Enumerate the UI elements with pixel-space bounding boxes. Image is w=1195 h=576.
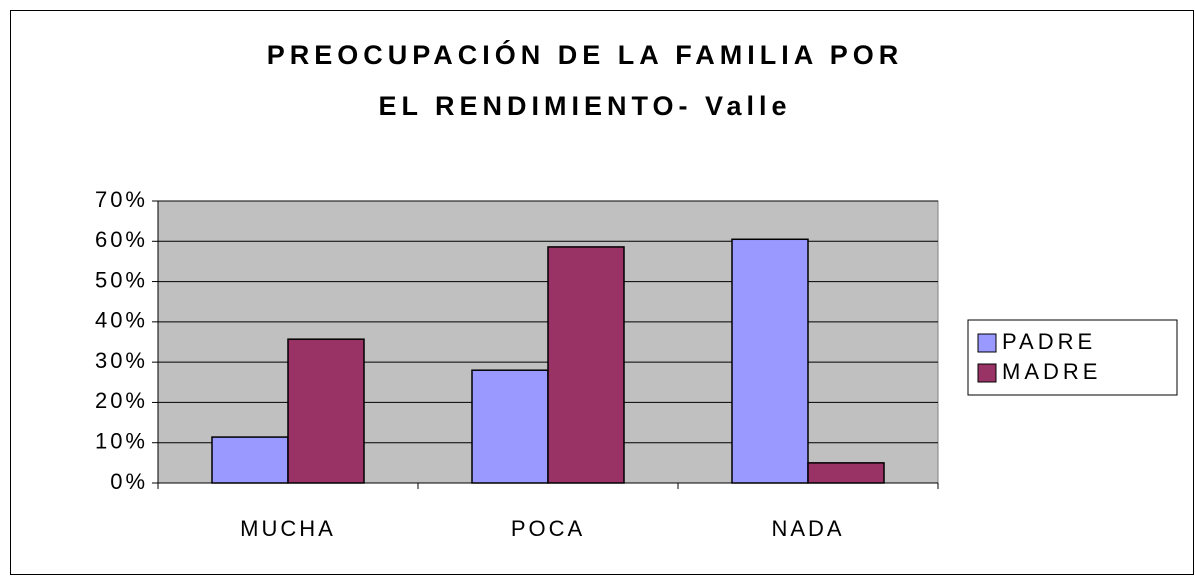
y-tick-label: 0% — [110, 469, 148, 494]
x-tick-label: POCA — [511, 516, 585, 541]
chart-title: EL RENDIMIENTO- Valle — [378, 91, 791, 121]
y-tick-label: 10% — [95, 429, 148, 454]
bar — [731, 238, 809, 484]
bar — [547, 246, 625, 484]
legend — [967, 319, 1178, 396]
bar — [211, 436, 289, 484]
bar — [287, 338, 365, 484]
chart-title: PREOCUPACIÓN DE LA FAMILIA POR — [267, 39, 904, 70]
y-tick-label: 60% — [95, 227, 148, 252]
y-tick-label: 40% — [95, 308, 148, 333]
legend-swatch — [977, 333, 997, 353]
bar — [471, 369, 549, 484]
x-tick-label: MUCHA — [240, 516, 336, 541]
y-tick-label: 70% — [95, 187, 148, 212]
bar — [807, 462, 885, 484]
legend-swatch — [977, 363, 997, 383]
legend-label: PADRE — [1002, 329, 1096, 354]
y-tick-label: 30% — [95, 348, 148, 373]
x-tick-label: NADA — [771, 516, 844, 541]
y-tick-label: 20% — [95, 388, 148, 413]
y-tick-label: 50% — [95, 267, 148, 292]
legend-label: MADRE — [1002, 359, 1101, 384]
